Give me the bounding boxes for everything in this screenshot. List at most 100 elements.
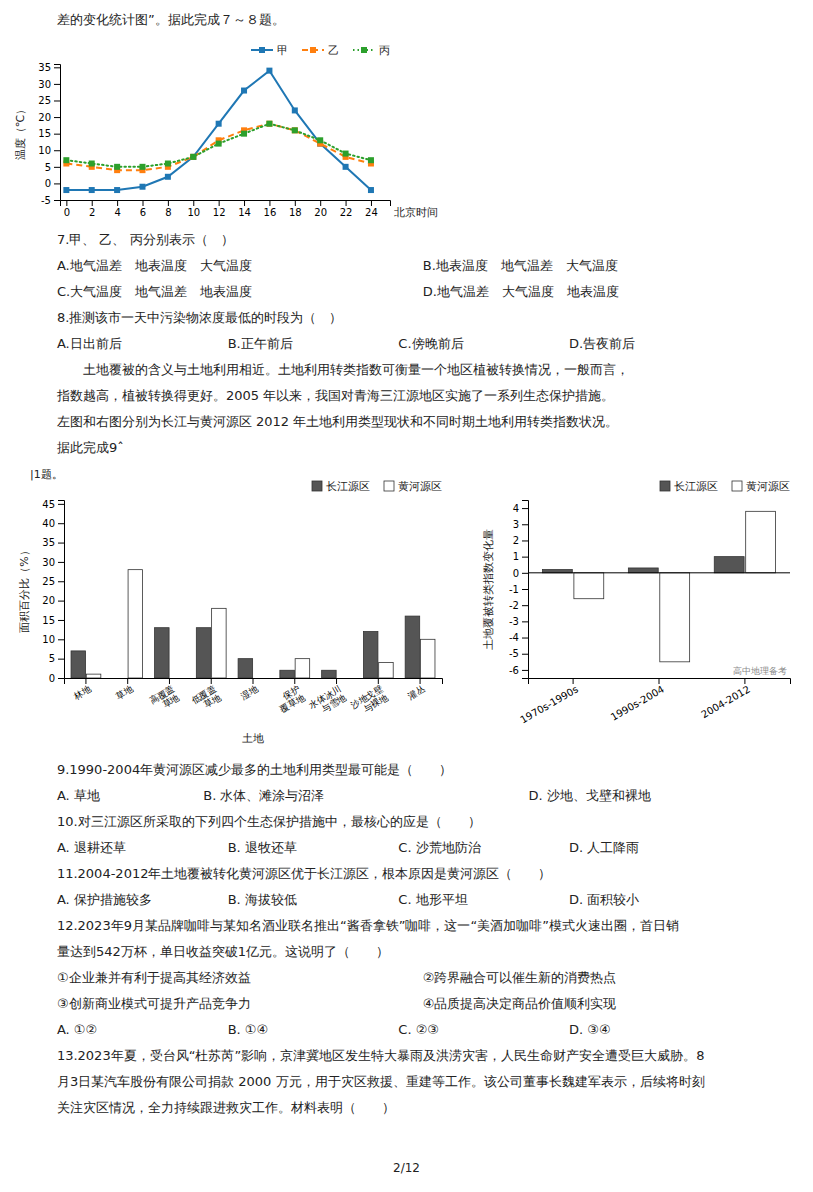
legend-item: 乙 [302,44,339,57]
tick-label: 15 [42,615,55,626]
point [292,107,298,113]
tick: 20 [38,112,60,123]
tick-mark [54,84,60,85]
tick-label: 20 [314,207,327,218]
tick-label: 35 [38,62,51,73]
tick-mark [54,200,60,201]
point [266,121,272,127]
tick: 0 [45,178,60,189]
point [266,68,272,74]
body-text: D. 人工降雨 [569,840,639,855]
zero-line [528,572,790,573]
tick-label: 1 [513,551,519,562]
tick-mark [522,573,528,574]
body-text: A. 草地 [57,788,100,803]
tick-mark [219,200,220,206]
tick-mark [522,670,528,671]
bar [71,651,86,678]
point [241,88,247,94]
tick-label: 15 [38,128,51,139]
axis-line [61,201,391,207]
tick: 1 [513,551,528,562]
tick-label: 18 [289,207,302,218]
point [165,161,171,167]
body-text: B. 水体、滩涂与沼泽 [203,788,324,803]
tick-label: -5 [41,195,51,206]
body-text: 关注灾区情况，全力持续跟进救灾工作。材料表明（ ） [57,1100,395,1115]
tick-label: -2 [509,600,519,611]
body-text: D. 面积较小 [569,892,639,907]
tick-label: 30 [38,79,51,90]
point [190,154,196,160]
legend-swatch [384,481,394,491]
tick-label: 草地 [114,684,135,702]
body-text: 月3日某汽车股份有限公司捐款 2000 万元，用于灾区救援、重建等工作。该公司董… [57,1074,705,1089]
tick-mark [193,200,194,206]
point [343,164,349,170]
tick: 18 [289,200,302,218]
tick-mark [522,508,528,509]
tick: 水体冰川与雪地 [307,678,348,719]
bar [212,608,227,678]
tick-label: 45 [42,499,55,510]
tick-label: -3 [509,616,519,627]
tick: 40 [42,518,64,529]
point [241,131,247,137]
tick: 2 [513,535,528,546]
body-text: C.大气温度 地气温差 地表温度 [57,284,252,299]
series-markers [63,68,374,193]
tick-mark [54,150,60,151]
tick-label: 24 [365,207,378,218]
legend-label: 甲 [277,44,288,57]
plot-area [542,511,775,661]
bar [405,616,420,678]
tick: 4 [114,200,120,218]
legend-item: 黄河源区 [384,480,442,493]
legend-item: 长江源区 [312,480,370,493]
body-text: A.日出前后 [57,336,122,351]
tick: 20 [314,200,327,218]
tick: 24 [365,200,378,218]
tick: 25 [42,576,64,587]
point [114,164,120,170]
tick-label: 林地 [71,684,92,702]
tick-label: 灌丛 [406,684,427,702]
series-line [66,124,371,167]
point [89,161,95,167]
point [343,151,349,157]
series-line [66,71,371,190]
bar-series [542,557,744,573]
tick-label: 1990s-2004 [609,683,666,722]
tick-mark [211,678,212,684]
tick: 16 [264,200,277,218]
tick: 1970s-1990s [518,678,580,725]
tick-mark [58,678,64,679]
legend-item: 甲 [251,44,288,57]
body-text: 13.2023年夏，受台风“杜苏芮”影响，京津冀地区发生特大暴雨及洪涝灾害，人民… [57,1048,705,1063]
tick-mark [295,200,296,206]
bar [714,557,744,573]
tick: -2 [509,600,528,611]
tick-label: 14 [238,207,251,218]
tick-mark [58,504,64,505]
tick: 0 [64,200,70,218]
tick-label: 10 [38,145,51,156]
body-text: 10.对三江源区所采取的下列四个生态保护措施中，最核心的应是（ ） [57,814,481,829]
tick-label: 10 [187,207,200,218]
chart: -6-5-4-3-2-1012341970s-1990s1990s-200420… [482,480,791,726]
tick-mark [346,200,347,206]
legend-swatch [732,481,742,491]
tick-mark [522,621,528,622]
tick-mark [58,659,64,660]
body-text: C. ②③ [398,1022,439,1037]
point [140,184,146,190]
body-text: 据此完成9ˆ [57,440,124,455]
bar [420,639,435,678]
tick-mark [522,605,528,606]
tick: 湿地 [239,678,260,701]
tick-mark [58,562,64,563]
tick-mark [522,638,528,639]
tick-label: 保护覆草地 [273,684,306,715]
point [292,127,298,133]
legend-label: 黄河源区 [398,480,442,493]
